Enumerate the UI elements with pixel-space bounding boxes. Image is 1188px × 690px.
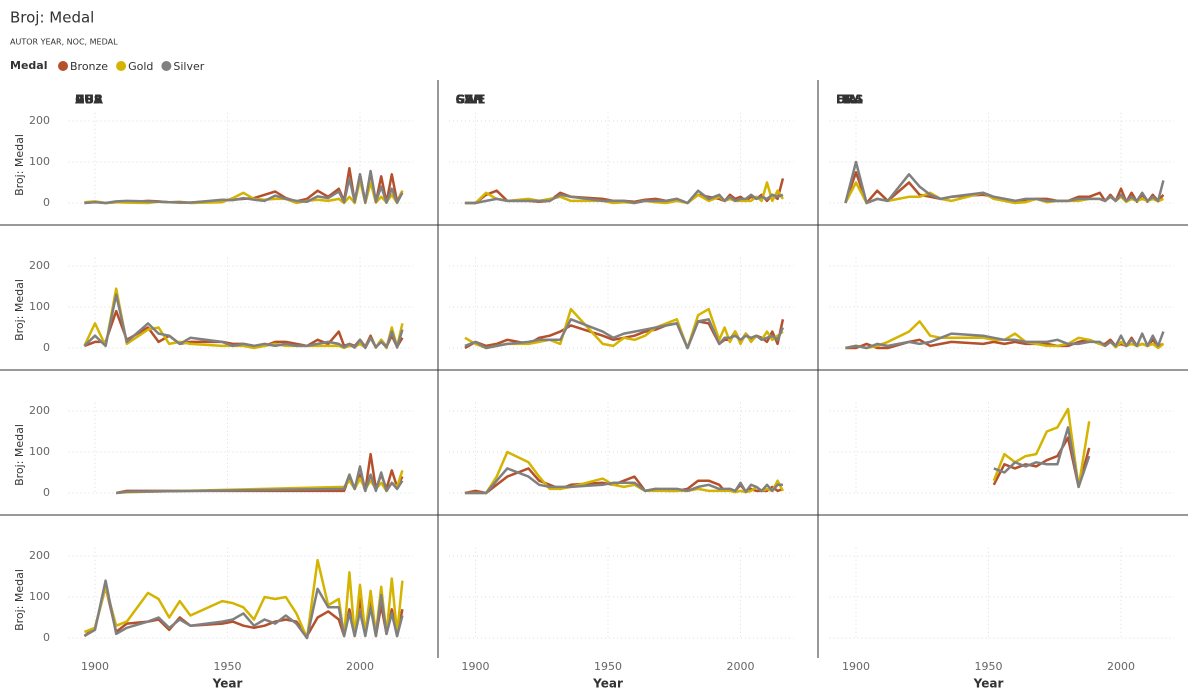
y-tick-label: 0 <box>43 631 50 644</box>
y-tick-label: 200 <box>29 114 50 127</box>
panel-title: AUS <box>75 93 102 107</box>
chart-subtitle: AUTOR YEAR, NOC, MEDAL <box>10 38 118 47</box>
series-line <box>844 160 1165 205</box>
series-line <box>464 318 785 350</box>
y-tick-label: 100 <box>29 300 50 313</box>
series-line <box>84 169 404 205</box>
y-tick-label: 100 <box>29 590 50 603</box>
series-line <box>83 579 404 640</box>
x-tick-label: 2000 <box>346 660 374 673</box>
series-line <box>83 287 404 350</box>
panel-title: RUS <box>75 93 103 107</box>
series-line <box>464 307 784 350</box>
legend-label: Gold <box>128 60 153 73</box>
x-tick-label: 1950 <box>214 660 242 673</box>
x-tick-label: 1900 <box>462 660 490 673</box>
x-axis-label: Year <box>592 677 623 690</box>
y-tick-label: 200 <box>29 259 50 272</box>
series-line <box>116 465 404 495</box>
series-line <box>993 426 1091 489</box>
panel-title: ITA <box>836 93 858 107</box>
legend-swatch <box>116 61 127 71</box>
panel-title: USA <box>75 93 103 107</box>
x-tick-label: 1950 <box>594 660 622 673</box>
x-tick-label: 1900 <box>81 660 109 673</box>
y-tick-label: 100 <box>29 155 50 168</box>
panel-title: CAN <box>456 93 484 107</box>
y-tick-label: 200 <box>29 404 50 417</box>
x-axis-label: Year <box>212 677 243 690</box>
legend-label: Silver <box>173 60 204 73</box>
series-line <box>845 331 1165 350</box>
y-axis-label: Broj: Medal <box>13 424 26 486</box>
series-line <box>845 320 1165 350</box>
panel-title: URS <box>836 93 864 107</box>
x-tick-label: 1900 <box>842 660 870 673</box>
series-line <box>83 309 404 349</box>
y-axis-label: Broj: Medal <box>13 134 26 196</box>
x-axis-label: Year <box>973 677 1004 690</box>
x-tick-label: 2000 <box>1107 660 1135 673</box>
series-line <box>83 558 404 640</box>
y-tick-label: 100 <box>29 445 50 458</box>
panel-title: SWE <box>456 93 486 107</box>
x-tick-label: 2000 <box>727 660 755 673</box>
y-axis-label: Broj: Medal <box>13 279 26 341</box>
panel-title: GBR <box>75 93 103 107</box>
panel-title: GER <box>456 93 483 107</box>
series-line <box>992 407 1091 489</box>
series-line <box>464 467 783 495</box>
legend-title: Medal <box>10 59 47 72</box>
panel-title: FRA <box>836 93 863 107</box>
y-tick-label: 0 <box>43 196 50 209</box>
series-line <box>464 189 784 205</box>
chart-title: Broj: Medal <box>10 9 94 27</box>
y-tick-label: 200 <box>29 549 50 562</box>
legend-swatch <box>58 61 68 71</box>
series-line <box>464 450 785 495</box>
y-tick-label: 0 <box>43 341 50 354</box>
legend-swatch <box>161 61 172 71</box>
series-line <box>83 293 404 350</box>
x-tick-label: 1950 <box>975 660 1003 673</box>
y-axis-label: Broj: Medal <box>13 569 26 631</box>
legend-label: Bronze <box>70 60 108 73</box>
y-tick-label: 0 <box>43 486 50 499</box>
